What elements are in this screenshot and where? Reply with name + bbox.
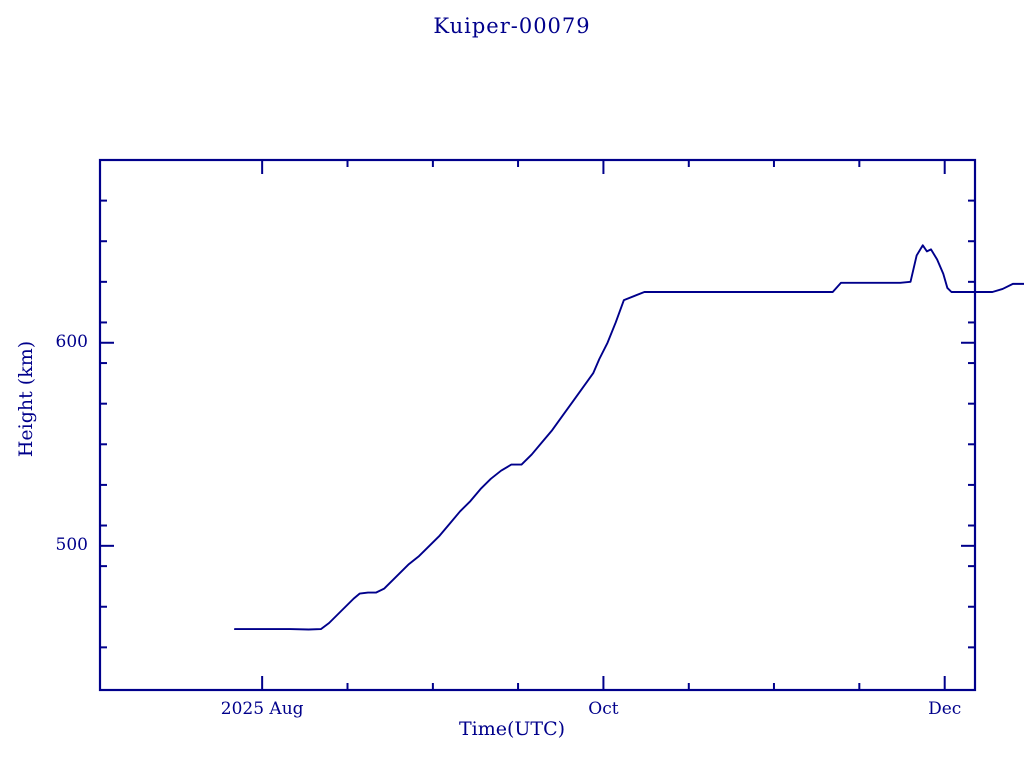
x-tick-label: Dec — [928, 699, 962, 719]
y-axis-title: Height (km) — [15, 340, 37, 458]
data-series — [233, 244, 1024, 631]
x-axis-title: Time(UTC) — [458, 718, 566, 740]
y-tick-label: 600 — [55, 331, 88, 352]
axis-ticks — [100, 160, 975, 690]
y-tick-label: 500 — [55, 534, 88, 555]
x-tick-label: Oct — [588, 699, 619, 719]
x-tick-label: 2025 Aug — [220, 699, 304, 719]
chart-title: Kuiper-00079 — [433, 14, 591, 38]
series-line-0 — [233, 244, 1024, 631]
plot-frame — [98, 158, 977, 692]
